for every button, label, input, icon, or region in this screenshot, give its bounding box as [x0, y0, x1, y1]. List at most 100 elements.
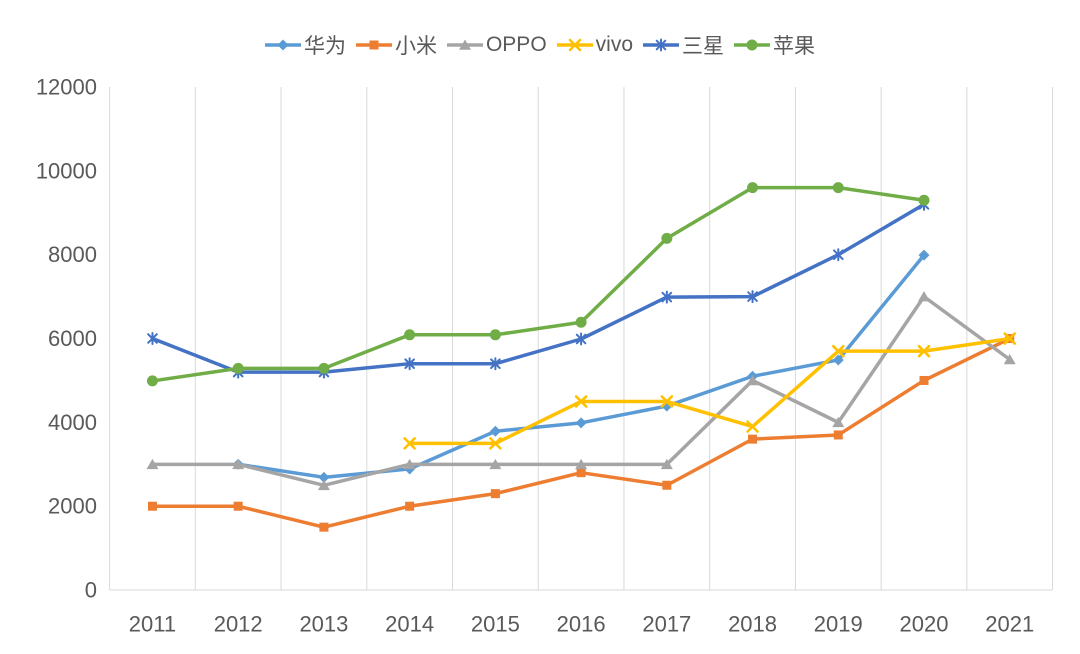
oppo-marker-icon [1003, 354, 1016, 365]
oppo-marker-icon [317, 479, 330, 491]
xiaomi-marker-icon [147, 501, 157, 511]
legend-label: 苹果 [773, 35, 816, 58]
apple-line [150, 185, 926, 383]
vivo-marker-icon [1003, 332, 1017, 345]
huawei-marker-icon [277, 39, 289, 51]
vivo-marker-icon [660, 395, 674, 408]
vivo-marker-icon [489, 437, 502, 450]
huawei-legend-marker-icon [264, 39, 301, 51]
x-tick-label: 2018 [728, 612, 777, 637]
legend-item-oppo: OPPO [446, 33, 547, 57]
samsung-marker-icon [575, 332, 587, 346]
xiaomi-marker-icon [233, 501, 243, 511]
vivo-marker-icon [917, 344, 931, 358]
apple-marker-icon [746, 39, 758, 51]
oppo-marker-icon [232, 458, 245, 470]
samsung-marker-icon [490, 357, 501, 371]
x-tick-label: 2012 [214, 612, 263, 637]
legend-label: vivo [595, 33, 634, 56]
xiaomi-marker-icon [833, 430, 843, 440]
apple-marker-icon [146, 375, 158, 387]
y-tick-label: 10000 [36, 158, 97, 183]
legend-label: 三星 [682, 35, 725, 58]
apple-marker-icon [918, 194, 930, 206]
legend-label: 小米 [394, 35, 437, 58]
oppo-legend-marker-icon [446, 39, 483, 50]
legend-item-vivo: vivo [556, 33, 634, 57]
samsung-marker-icon [832, 248, 844, 262]
y-tick-label: 0 [85, 578, 97, 603]
apple-marker-icon [661, 232, 673, 244]
oppo-marker-icon [458, 39, 471, 50]
vivo-legend-marker-icon [556, 38, 593, 52]
x-tick-label: 2020 [900, 612, 949, 637]
series-apple [146, 182, 930, 387]
vivo-marker-icon [746, 420, 759, 433]
x-tick-label: 2016 [557, 612, 606, 637]
apple-marker-icon [318, 362, 330, 374]
apple-marker-icon [489, 329, 501, 341]
huawei-marker-icon [489, 425, 501, 437]
chart-legend: 华为 小米 OPPO vivo 三星 苹果 [0, 30, 1080, 60]
vivo-marker-icon [831, 344, 845, 358]
oppo-marker-icon [832, 416, 845, 428]
series-oppo [146, 291, 1016, 491]
x-tick-label: 2013 [299, 612, 348, 637]
oppo-marker-icon [146, 458, 159, 470]
xiaomi-marker-icon [748, 434, 758, 444]
vivo-marker-icon [574, 395, 588, 408]
samsung-marker-icon [147, 332, 158, 346]
oppo-marker-icon [660, 458, 673, 470]
xiaomi-marker-icon [369, 40, 379, 50]
xiaomi-marker-icon [662, 480, 672, 490]
y-tick-label: 2000 [48, 494, 97, 519]
legend-item-xiaomi: 小米 [355, 30, 437, 60]
y-tick-label: 6000 [48, 326, 97, 351]
samsung-marker-icon [655, 38, 667, 52]
huawei-marker-icon [575, 417, 587, 429]
oppo-marker-icon [746, 374, 759, 386]
apple-marker-icon [404, 329, 416, 341]
x-tick-label: 2011 [129, 612, 176, 637]
xiaomi-marker-icon [919, 375, 929, 385]
xiaomi-marker-icon [490, 489, 500, 499]
series-vivo [403, 332, 1017, 450]
x-tick-label: 2017 [642, 612, 691, 637]
oppo-marker-icon [489, 458, 502, 470]
xiaomi-marker-icon [576, 468, 586, 478]
legend-item-apple: 苹果 [734, 30, 815, 60]
x-tick-label: 2015 [471, 612, 520, 637]
legend-item-huawei: 华为 [264, 30, 346, 60]
xiaomi-marker-icon [405, 501, 415, 511]
y-tick-label: 8000 [48, 242, 97, 267]
xiaomi-marker-icon [319, 522, 329, 532]
apple-marker-icon [747, 182, 759, 194]
samsung-marker-icon [404, 357, 415, 371]
x-tick-label: 2019 [814, 612, 863, 637]
samsung-marker-icon [747, 290, 758, 304]
apple-marker-icon [832, 182, 844, 194]
apple-marker-icon [575, 316, 587, 328]
x-tick-label: 2021 [985, 612, 1034, 637]
apple-marker-icon [232, 362, 244, 374]
y-tick-label: 12000 [36, 75, 97, 100]
samsung-line [150, 202, 926, 374]
y-tick-label: 4000 [48, 410, 97, 435]
oppo-marker-icon [575, 458, 588, 470]
vivo-marker-icon [403, 437, 416, 450]
legend-item-samsung: 三星 [643, 30, 724, 60]
series-xiaomi [147, 334, 1015, 532]
series-huawei [232, 249, 930, 483]
samsung-legend-marker-icon [643, 38, 680, 52]
vivo-marker-icon [568, 38, 581, 52]
vivo-line [407, 336, 1012, 446]
huawei-marker-icon [918, 249, 930, 261]
x-tick-label: 2014 [385, 612, 434, 637]
oppo-marker-icon [403, 458, 416, 470]
xiaomi-legend-marker-icon [355, 40, 392, 50]
samsung-marker-icon [661, 290, 673, 304]
legend-label: 华为 [303, 35, 346, 58]
huawei-marker-icon [832, 354, 844, 366]
